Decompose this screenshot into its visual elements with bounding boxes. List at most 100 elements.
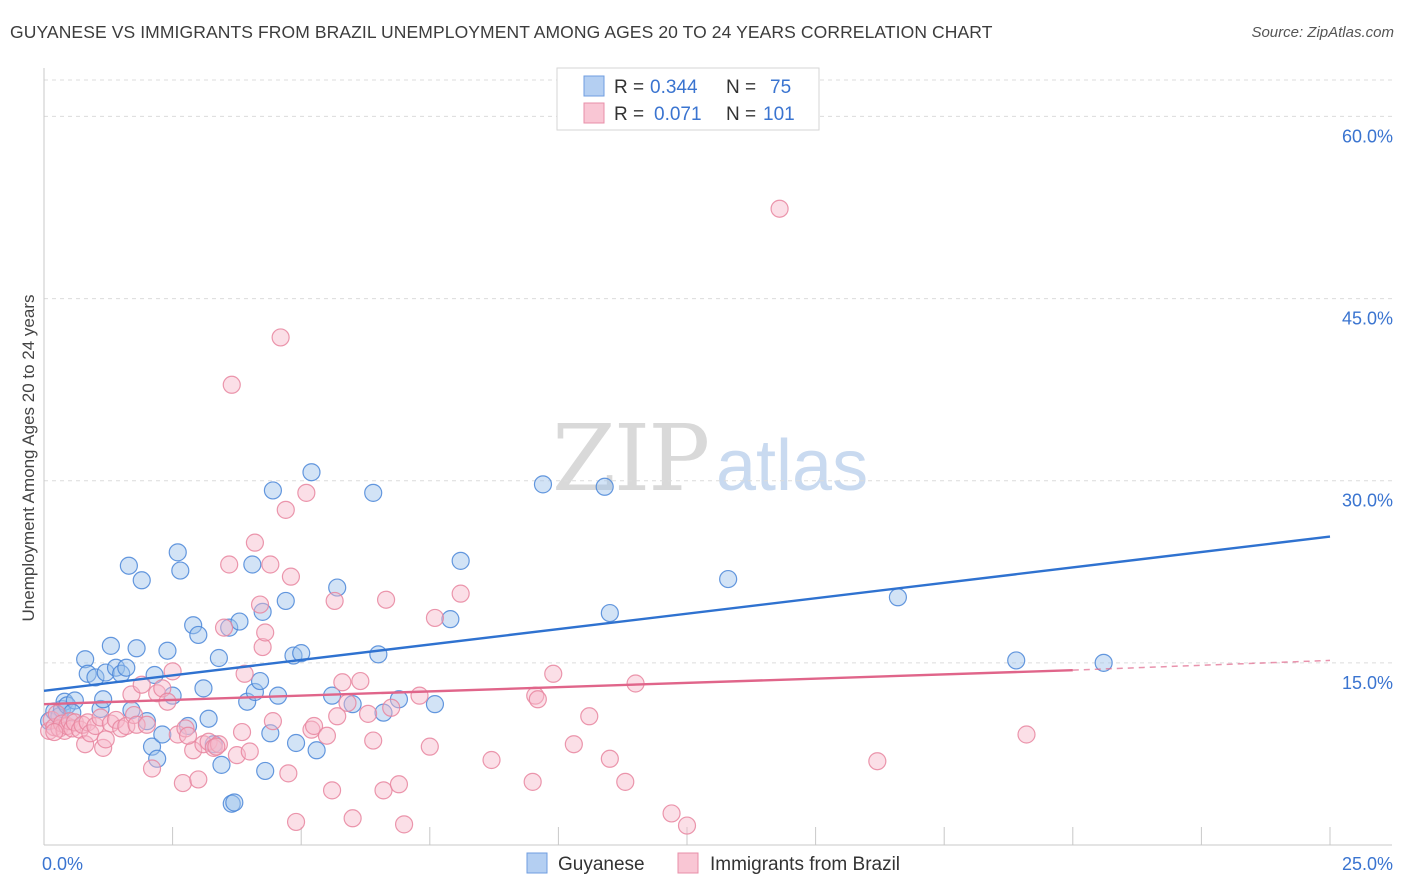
guyanese-point — [364, 483, 383, 502]
guyanese-point — [451, 551, 470, 570]
guyanese-point — [263, 481, 283, 500]
brazil-point — [250, 595, 270, 614]
brazil-point — [333, 673, 352, 692]
guyanese-point — [441, 610, 460, 629]
guyanese-point — [719, 569, 738, 589]
brazil-point — [235, 664, 254, 683]
brazil-point — [358, 704, 378, 723]
brazil-point — [256, 623, 275, 642]
guyanese-point — [212, 755, 231, 774]
brazil-point — [304, 716, 324, 736]
guyanese-point — [250, 671, 270, 691]
stats-legend-swatch-brazil — [583, 102, 605, 124]
brazil-point — [127, 715, 146, 734]
brazil-point — [364, 731, 383, 750]
brazil-point — [178, 726, 198, 745]
brazil-point — [564, 735, 583, 754]
stats-r-value-guyanese: 0.344 — [650, 77, 698, 98]
guyanese-point — [292, 644, 311, 663]
guyanese-point — [184, 616, 203, 635]
brazil-point — [410, 686, 429, 705]
brazil-point — [163, 662, 182, 681]
stats-n-value-guyanese: 75 — [770, 77, 791, 98]
guyanese-point — [369, 645, 388, 664]
guyanese-point — [132, 571, 151, 590]
brazil-point — [142, 759, 162, 778]
legend-label-guyanese: Guyanese — [558, 854, 645, 875]
brazil-point — [232, 722, 252, 742]
brazil-point — [158, 692, 177, 711]
brazil-point — [528, 690, 547, 709]
guyanese-point — [230, 612, 249, 631]
brazil-point — [263, 712, 283, 731]
trend-lines — [43, 535, 1331, 706]
brazil-point — [677, 816, 697, 835]
guyanese-point — [199, 709, 218, 728]
brazil-point — [616, 772, 635, 791]
brazil-point — [222, 375, 241, 394]
guyanese-point — [595, 477, 614, 496]
guyanese-point — [302, 463, 321, 482]
brazil-point — [1017, 725, 1036, 744]
guyanese-point — [153, 725, 172, 744]
watermark-atlas: atlas — [716, 426, 868, 506]
brazil-point — [281, 567, 301, 586]
brazil-point — [106, 710, 126, 730]
guyanese-point — [194, 679, 213, 698]
brazil-point — [153, 679, 172, 698]
brazil-point — [207, 737, 226, 756]
guyanese-point — [220, 618, 239, 637]
brazil-trend-line — [43, 668, 1073, 706]
chart-title: GUYANESE VS IMMIGRANTS FROM BRAZIL UNEMP… — [10, 22, 993, 42]
brazil-point — [662, 804, 681, 823]
brazil-point — [45, 722, 64, 742]
brazil-point — [253, 637, 272, 657]
brazil-point — [176, 719, 195, 738]
brazil-point — [425, 608, 445, 628]
brazil-point — [209, 735, 228, 754]
stats-n-value-brazil: 101 — [763, 104, 795, 125]
brazil-point — [374, 781, 393, 800]
guyanese-point — [189, 625, 208, 645]
guyanese-point — [256, 761, 275, 781]
y-tick-label: 30.0% — [1342, 491, 1393, 511]
brazil-point — [394, 815, 414, 834]
legend-label-brazil: Immigrants from Brazil — [710, 854, 900, 875]
brazil-point — [523, 772, 542, 791]
watermark-zip: ZIP — [552, 405, 708, 512]
y-tick-label: 45.0% — [1342, 309, 1393, 329]
brazil-point — [544, 664, 563, 683]
brazil-point — [351, 671, 370, 691]
guyanese-point — [225, 793, 244, 812]
brazil-point — [91, 708, 110, 727]
brazil-point — [770, 199, 789, 218]
watermark: ZIP atlas — [552, 405, 868, 512]
guyanese-point — [76, 650, 95, 669]
guyanese-point — [168, 543, 187, 562]
guyanese-point — [1007, 651, 1026, 670]
brazil-point — [338, 693, 357, 713]
brazil-point — [420, 737, 439, 756]
brazil-point — [276, 500, 295, 519]
brazil-point — [376, 590, 396, 609]
guyanese-point — [276, 591, 295, 611]
brazil-point — [86, 716, 105, 736]
brazil-trend-line-extension — [1072, 659, 1331, 671]
brazil-point — [271, 328, 290, 347]
data-points — [40, 199, 1113, 835]
brazil-point — [189, 770, 208, 789]
stats-r-label-guyanese: R = — [614, 77, 644, 98]
y-axis-label: Unemployment Among Ages 20 to 24 years — [19, 295, 38, 622]
guyanese-point — [101, 636, 120, 655]
guyanese-point — [171, 561, 190, 580]
guyanese-point — [243, 555, 262, 574]
guyanese-point — [94, 690, 113, 709]
guyanese-point — [307, 741, 326, 760]
guyanese-point — [158, 641, 177, 660]
legend-swatch-guyanese — [526, 852, 548, 874]
brazil-point — [868, 752, 887, 771]
stats-r-value-brazil: 0.071 — [654, 104, 702, 125]
brazil-point — [240, 742, 259, 761]
guyanese-point — [117, 658, 136, 677]
